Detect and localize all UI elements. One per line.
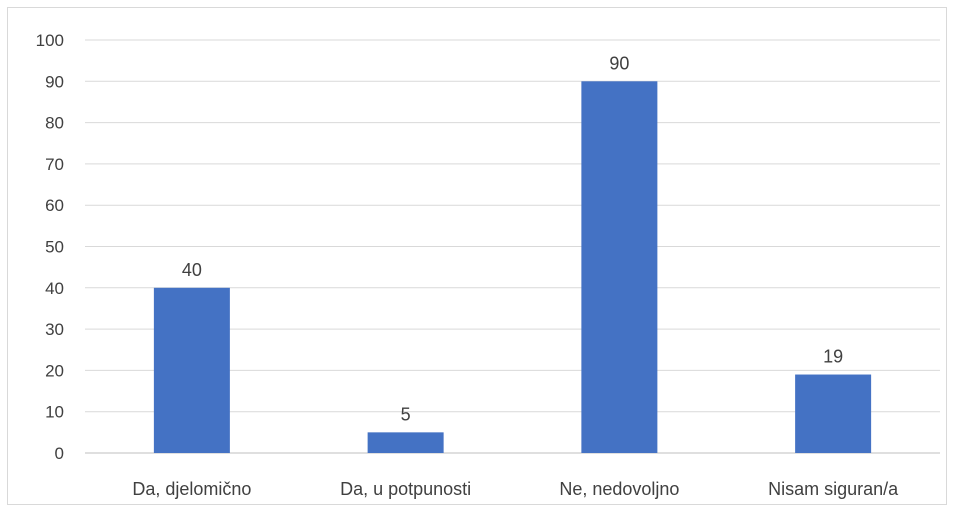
- bar: [795, 374, 872, 453]
- data-label: 40: [182, 260, 202, 280]
- y-tick-label: 40: [45, 279, 64, 298]
- y-tick-label: 0: [55, 444, 64, 463]
- y-tick-label: 50: [45, 238, 64, 257]
- x-axis-category-labels: Da, djelomično Da, u potpunosti Ne, nedovo…: [132, 479, 899, 499]
- y-axis-tick-labels: 0 10 20 30 40 50 60 70 80 90 100: [36, 31, 64, 463]
- data-label: 19: [823, 347, 843, 367]
- y-tick-label: 30: [45, 320, 64, 339]
- bar: [153, 287, 230, 453]
- bar: [581, 81, 658, 454]
- y-tick-label: 10: [45, 403, 64, 422]
- data-label: 90: [609, 53, 629, 73]
- y-tick-label: 100: [36, 31, 64, 50]
- category-label: Ne, nedovoljno: [559, 479, 679, 499]
- bars: [153, 81, 872, 454]
- data-labels: 40 5 90 19: [182, 53, 843, 424]
- category-label: Da, djelomično: [132, 479, 251, 499]
- y-tick-label: 70: [45, 155, 64, 174]
- y-tick-label: 90: [45, 72, 64, 91]
- category-label: Da, u potpunosti: [340, 479, 471, 499]
- y-tick-label: 80: [45, 114, 64, 133]
- y-tick-label: 60: [45, 196, 64, 215]
- category-label: Nisam siguran/a: [768, 479, 899, 499]
- bar: [367, 432, 444, 453]
- data-label: 5: [401, 404, 411, 424]
- y-tick-label: 20: [45, 361, 64, 380]
